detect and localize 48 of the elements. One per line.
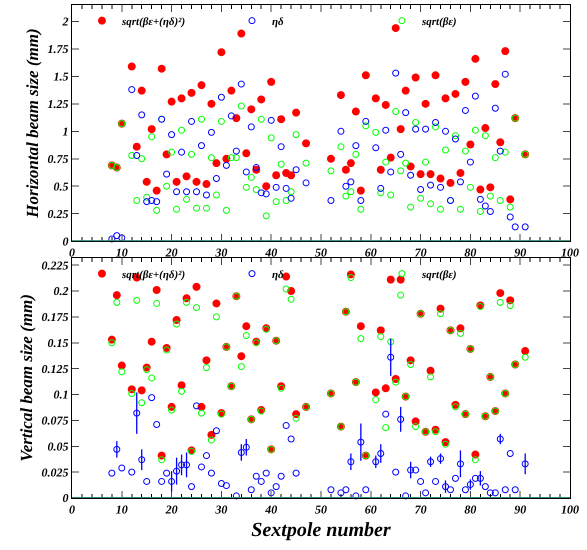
- legend-label: sqrt(βε+(ηδ)²): [120, 268, 186, 281]
- y-tick-label: 0.75: [47, 152, 68, 166]
- legend-label: ηδ: [272, 16, 284, 28]
- y-tick-label: 1.25: [47, 97, 68, 112]
- y-tick-label: 0.05: [47, 439, 68, 454]
- y-tick-label: 0: [62, 234, 68, 248]
- x-tick-label: 40: [264, 246, 278, 260]
- legend-label: ηδ: [272, 268, 284, 281]
- y-axis-title: Vertical beam size (mm): [17, 294, 36, 462]
- x-tick-label: 100: [561, 502, 579, 517]
- x-tick-label: 70: [414, 502, 427, 517]
- y-tick-label: 1: [62, 124, 68, 139]
- x-tick-label: 30: [214, 246, 228, 260]
- x-tick-label: 20: [164, 502, 178, 517]
- y-tick-label: 0.25: [47, 206, 68, 221]
- x-tick-label: 90: [514, 502, 526, 517]
- x-tick-label: 20: [164, 246, 178, 260]
- x-tick-label: 60: [364, 246, 377, 260]
- x-tick-label: 50: [315, 246, 327, 260]
- x-tick-label: 40: [264, 502, 278, 517]
- y-tick-label: 0: [62, 491, 68, 506]
- y-tick-label: 1.75: [47, 42, 68, 56]
- x-tick-label: 10: [116, 246, 128, 260]
- y-tick-label: 0.1: [53, 388, 68, 402]
- x-tick-label: 50: [315, 502, 327, 517]
- y-tick-label: 0.15: [47, 336, 68, 350]
- y-tick-label: 0.025: [41, 465, 68, 480]
- y-tick-label: 0.125: [41, 362, 68, 376]
- y-tick-label: 0.075: [41, 414, 68, 428]
- legend-label: sqrt(βε): [420, 268, 457, 281]
- y-axis-title: Horizontal beam size (mm): [23, 28, 42, 219]
- legend-label: sqrt(βε+(ηδ)²): [120, 16, 186, 28]
- y-tick-label: 1.5: [53, 70, 68, 84]
- y-tick-label: 0.5: [53, 179, 68, 194]
- x-tick-label: 80: [464, 502, 476, 517]
- x-tick-label: 80: [464, 246, 476, 260]
- x-tick-label: 90: [514, 246, 526, 260]
- x-tick-label: 60: [364, 502, 377, 517]
- x-tick-label: 100: [561, 246, 579, 260]
- x-axis-title: Sextpole number: [251, 519, 391, 542]
- y-tick-label: 0.175: [41, 310, 68, 324]
- y-tick-label: 2: [61, 14, 68, 29]
- y-tick-label: 0.225: [41, 258, 68, 272]
- y-tick-label: 0.2: [53, 284, 68, 298]
- x-tick-label: 30: [214, 502, 228, 517]
- x-tick-label: 10: [116, 502, 128, 517]
- x-tick-label: 70: [414, 246, 427, 260]
- legend-label: sqrt(βε): [420, 16, 457, 28]
